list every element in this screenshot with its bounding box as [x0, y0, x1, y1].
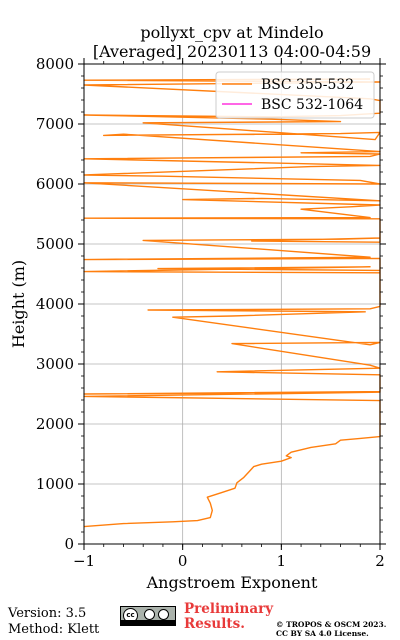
y-tick-label: 7000 — [36, 115, 74, 133]
license-line2: CC BY SA 4.0 License. — [276, 629, 369, 638]
x-tick-label: 0 — [178, 552, 188, 570]
license-line1: © TROPOS & OSCM 2023. — [276, 620, 387, 629]
preliminary-line2: Results. — [184, 616, 245, 632]
sa-icon — [158, 609, 169, 620]
x-tick-label: 2 — [375, 552, 385, 570]
license-text: © TROPOS & OSCM 2023. CC BY SA 4.0 Licen… — [276, 620, 386, 638]
y-tick-label: 2000 — [36, 415, 74, 433]
y-tick-label: 8000 — [36, 55, 74, 73]
series-line-0 — [83, 78, 381, 528]
y-tick-label: 4000 — [36, 295, 74, 313]
y-axis-label: Height (m) — [9, 260, 28, 348]
y-tick-label: 3000 — [36, 355, 74, 373]
y-tick-label: 1000 — [36, 475, 74, 493]
profile-chart: pollyxt_cpv at Mindelo [Averaged] 202301… — [9, 23, 386, 592]
legend-label-bsc355: BSC 355-532 — [261, 77, 354, 93]
legend-box — [215, 71, 375, 119]
badge-strip — [121, 620, 175, 625]
series-group — [83, 78, 381, 528]
y-tick-label: 6000 — [36, 175, 74, 193]
y-tick-label: 5000 — [36, 235, 74, 253]
x-tick-label: −1 — [73, 552, 95, 570]
chart-title-line1: pollyxt_cpv at Mindelo — [140, 23, 323, 42]
x-tick-label: 1 — [277, 552, 287, 570]
x-axis-label: Angstroem Exponent — [146, 573, 318, 592]
y-tick-label: 0 — [64, 535, 74, 553]
grid — [83, 63, 381, 545]
chart-title-line2: [Averaged] 20230113 04:00-04:59 — [93, 42, 371, 61]
version-text: Version: 3.5 — [8, 606, 87, 621]
legend-label-bsc532: BSC 532-1064 — [261, 97, 363, 113]
preliminary-line1: Preliminary — [184, 601, 274, 617]
by-icon — [144, 609, 155, 620]
preliminary-results: Preliminary Results. — [184, 602, 273, 632]
cc-license-badge: cc — [120, 606, 176, 626]
legend: BSC 355-532 BSC 532-1064 — [215, 71, 375, 119]
method-text: Method: Klett — [8, 622, 100, 637]
